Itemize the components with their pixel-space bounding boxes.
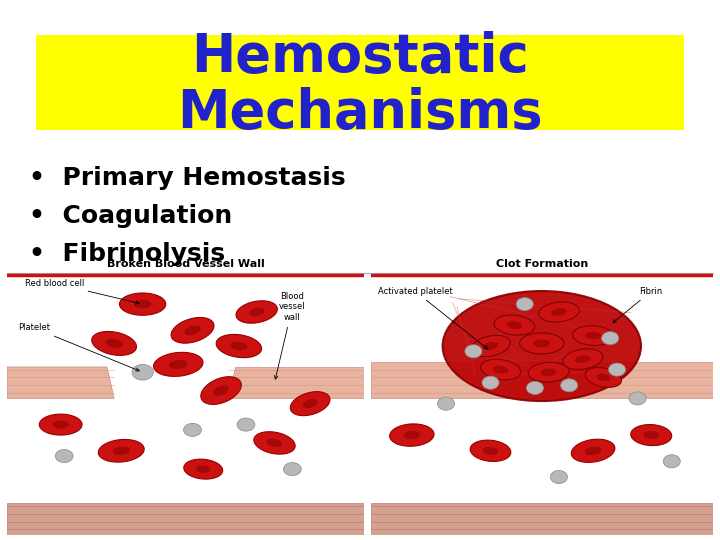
Bar	[36, 35, 684, 130]
Ellipse shape	[520, 333, 564, 354]
Ellipse shape	[644, 431, 659, 439]
Ellipse shape	[40, 414, 82, 435]
Ellipse shape	[236, 301, 277, 323]
Text: Blood
vessel
wall: Blood vessel wall	[274, 292, 305, 379]
Circle shape	[465, 345, 482, 358]
Circle shape	[516, 298, 534, 310]
Ellipse shape	[302, 399, 318, 408]
Ellipse shape	[481, 359, 521, 380]
Text: Hemostatic: Hemostatic	[191, 31, 529, 83]
Ellipse shape	[507, 321, 522, 329]
Text: •  Primary Hemostasis: • Primary Hemostasis	[29, 166, 346, 190]
Circle shape	[237, 418, 255, 431]
Ellipse shape	[196, 465, 211, 473]
Ellipse shape	[169, 360, 188, 369]
Circle shape	[132, 364, 153, 380]
Text: Red blood cell: Red blood cell	[25, 279, 139, 304]
Ellipse shape	[539, 302, 579, 322]
Ellipse shape	[254, 431, 295, 454]
Ellipse shape	[390, 424, 434, 446]
Polygon shape	[7, 367, 114, 399]
Bar	[371, 362, 713, 399]
Circle shape	[608, 363, 626, 376]
Ellipse shape	[184, 459, 222, 479]
Bar	[7, 503, 364, 535]
Circle shape	[602, 332, 618, 345]
Circle shape	[438, 397, 454, 410]
Ellipse shape	[53, 421, 69, 429]
Circle shape	[482, 376, 499, 389]
Text: Mechanisms: Mechanisms	[177, 87, 543, 139]
Title: Clot Formation: Clot Formation	[495, 259, 588, 269]
Circle shape	[561, 379, 577, 392]
Circle shape	[284, 463, 301, 476]
Ellipse shape	[249, 308, 264, 316]
Ellipse shape	[528, 362, 569, 382]
Ellipse shape	[99, 440, 144, 462]
Ellipse shape	[106, 339, 122, 348]
Ellipse shape	[201, 377, 241, 404]
Ellipse shape	[403, 431, 420, 440]
Ellipse shape	[266, 438, 282, 447]
Text: •  Coagulation: • Coagulation	[29, 204, 232, 228]
Ellipse shape	[153, 352, 203, 376]
Circle shape	[629, 392, 646, 405]
Bar	[371, 503, 713, 535]
Ellipse shape	[552, 308, 567, 316]
Circle shape	[526, 381, 544, 395]
Ellipse shape	[483, 342, 498, 350]
Ellipse shape	[541, 368, 557, 376]
Ellipse shape	[91, 332, 137, 355]
Ellipse shape	[134, 300, 151, 308]
Ellipse shape	[483, 447, 498, 455]
Circle shape	[663, 455, 680, 468]
Ellipse shape	[443, 291, 641, 401]
Ellipse shape	[471, 335, 510, 357]
Ellipse shape	[213, 385, 229, 396]
Ellipse shape	[596, 374, 611, 381]
Polygon shape	[228, 367, 364, 399]
Ellipse shape	[585, 368, 621, 387]
Ellipse shape	[493, 366, 508, 374]
Text: Platelet: Platelet	[18, 323, 139, 371]
Ellipse shape	[120, 293, 166, 315]
Ellipse shape	[571, 439, 615, 462]
Ellipse shape	[575, 355, 590, 363]
Ellipse shape	[112, 447, 130, 455]
Text: Fibrin: Fibrin	[613, 287, 663, 323]
Circle shape	[55, 449, 73, 463]
Ellipse shape	[585, 447, 601, 455]
Ellipse shape	[184, 326, 201, 335]
Ellipse shape	[216, 334, 261, 357]
Ellipse shape	[534, 340, 550, 347]
Title: Broken Blood Vessel Wall: Broken Blood Vessel Wall	[107, 259, 264, 269]
Circle shape	[550, 470, 567, 483]
Ellipse shape	[572, 326, 613, 346]
Ellipse shape	[631, 424, 672, 445]
Text: Activated platelet: Activated platelet	[377, 287, 487, 349]
Ellipse shape	[470, 440, 511, 462]
Ellipse shape	[563, 349, 603, 369]
Ellipse shape	[585, 332, 601, 339]
Text: •  Fibrinolysis: • Fibrinolysis	[29, 242, 225, 266]
Circle shape	[184, 423, 202, 436]
Ellipse shape	[230, 342, 248, 350]
Ellipse shape	[171, 318, 214, 343]
Ellipse shape	[494, 315, 535, 335]
Ellipse shape	[290, 392, 330, 416]
